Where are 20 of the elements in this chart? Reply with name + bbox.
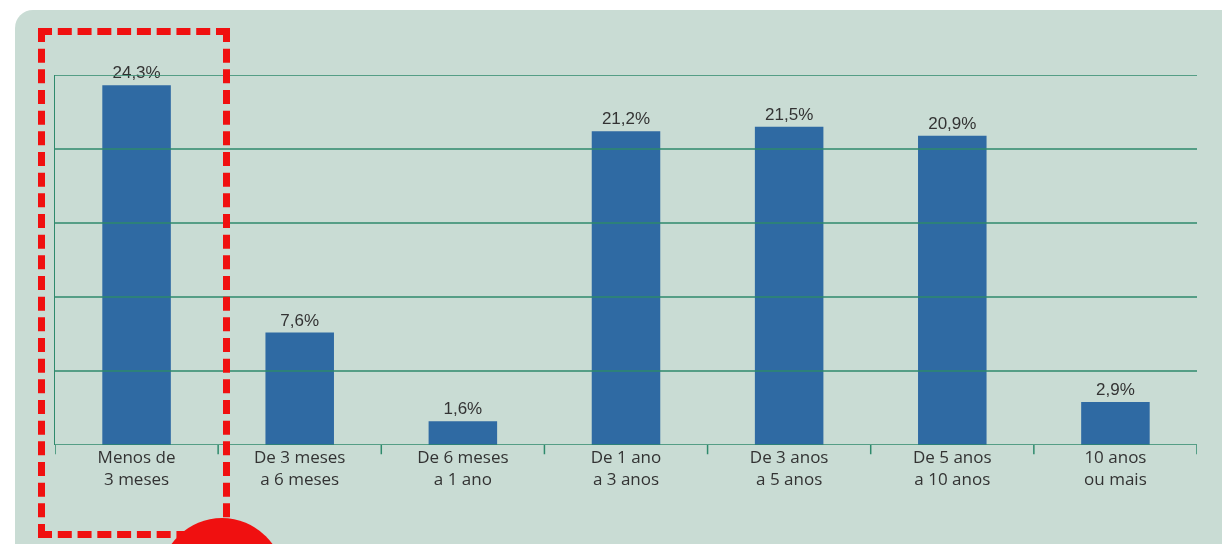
x-tick-label: Menos de 3 meses [97,445,176,491]
data-label: 2,9% [1096,380,1135,400]
bar [918,135,987,445]
bar [1081,402,1150,445]
data-label: 1,6% [443,399,483,419]
bar [265,332,334,445]
x-tick-label: De 6 meses a 1 ano [417,445,509,491]
x-tick-label: De 3 anos a 5 anos [749,445,829,491]
data-label: 7,6% [280,310,320,330]
x-tick-label: De 5 anos a 10 anos [912,445,992,491]
x-tick-label: De 1 ano a 3 anos [590,445,662,491]
bar [102,85,171,445]
x-tick-label: De 3 meses a 6 meses [253,445,346,491]
x-tick-label: 10 anos ou mais [1084,445,1147,491]
bar [754,126,824,445]
data-label: 21,2% [601,109,651,129]
data-label: 21,5% [765,104,814,124]
bar [591,131,661,445]
data-label: 20,9% [928,113,977,133]
bar [428,421,498,445]
